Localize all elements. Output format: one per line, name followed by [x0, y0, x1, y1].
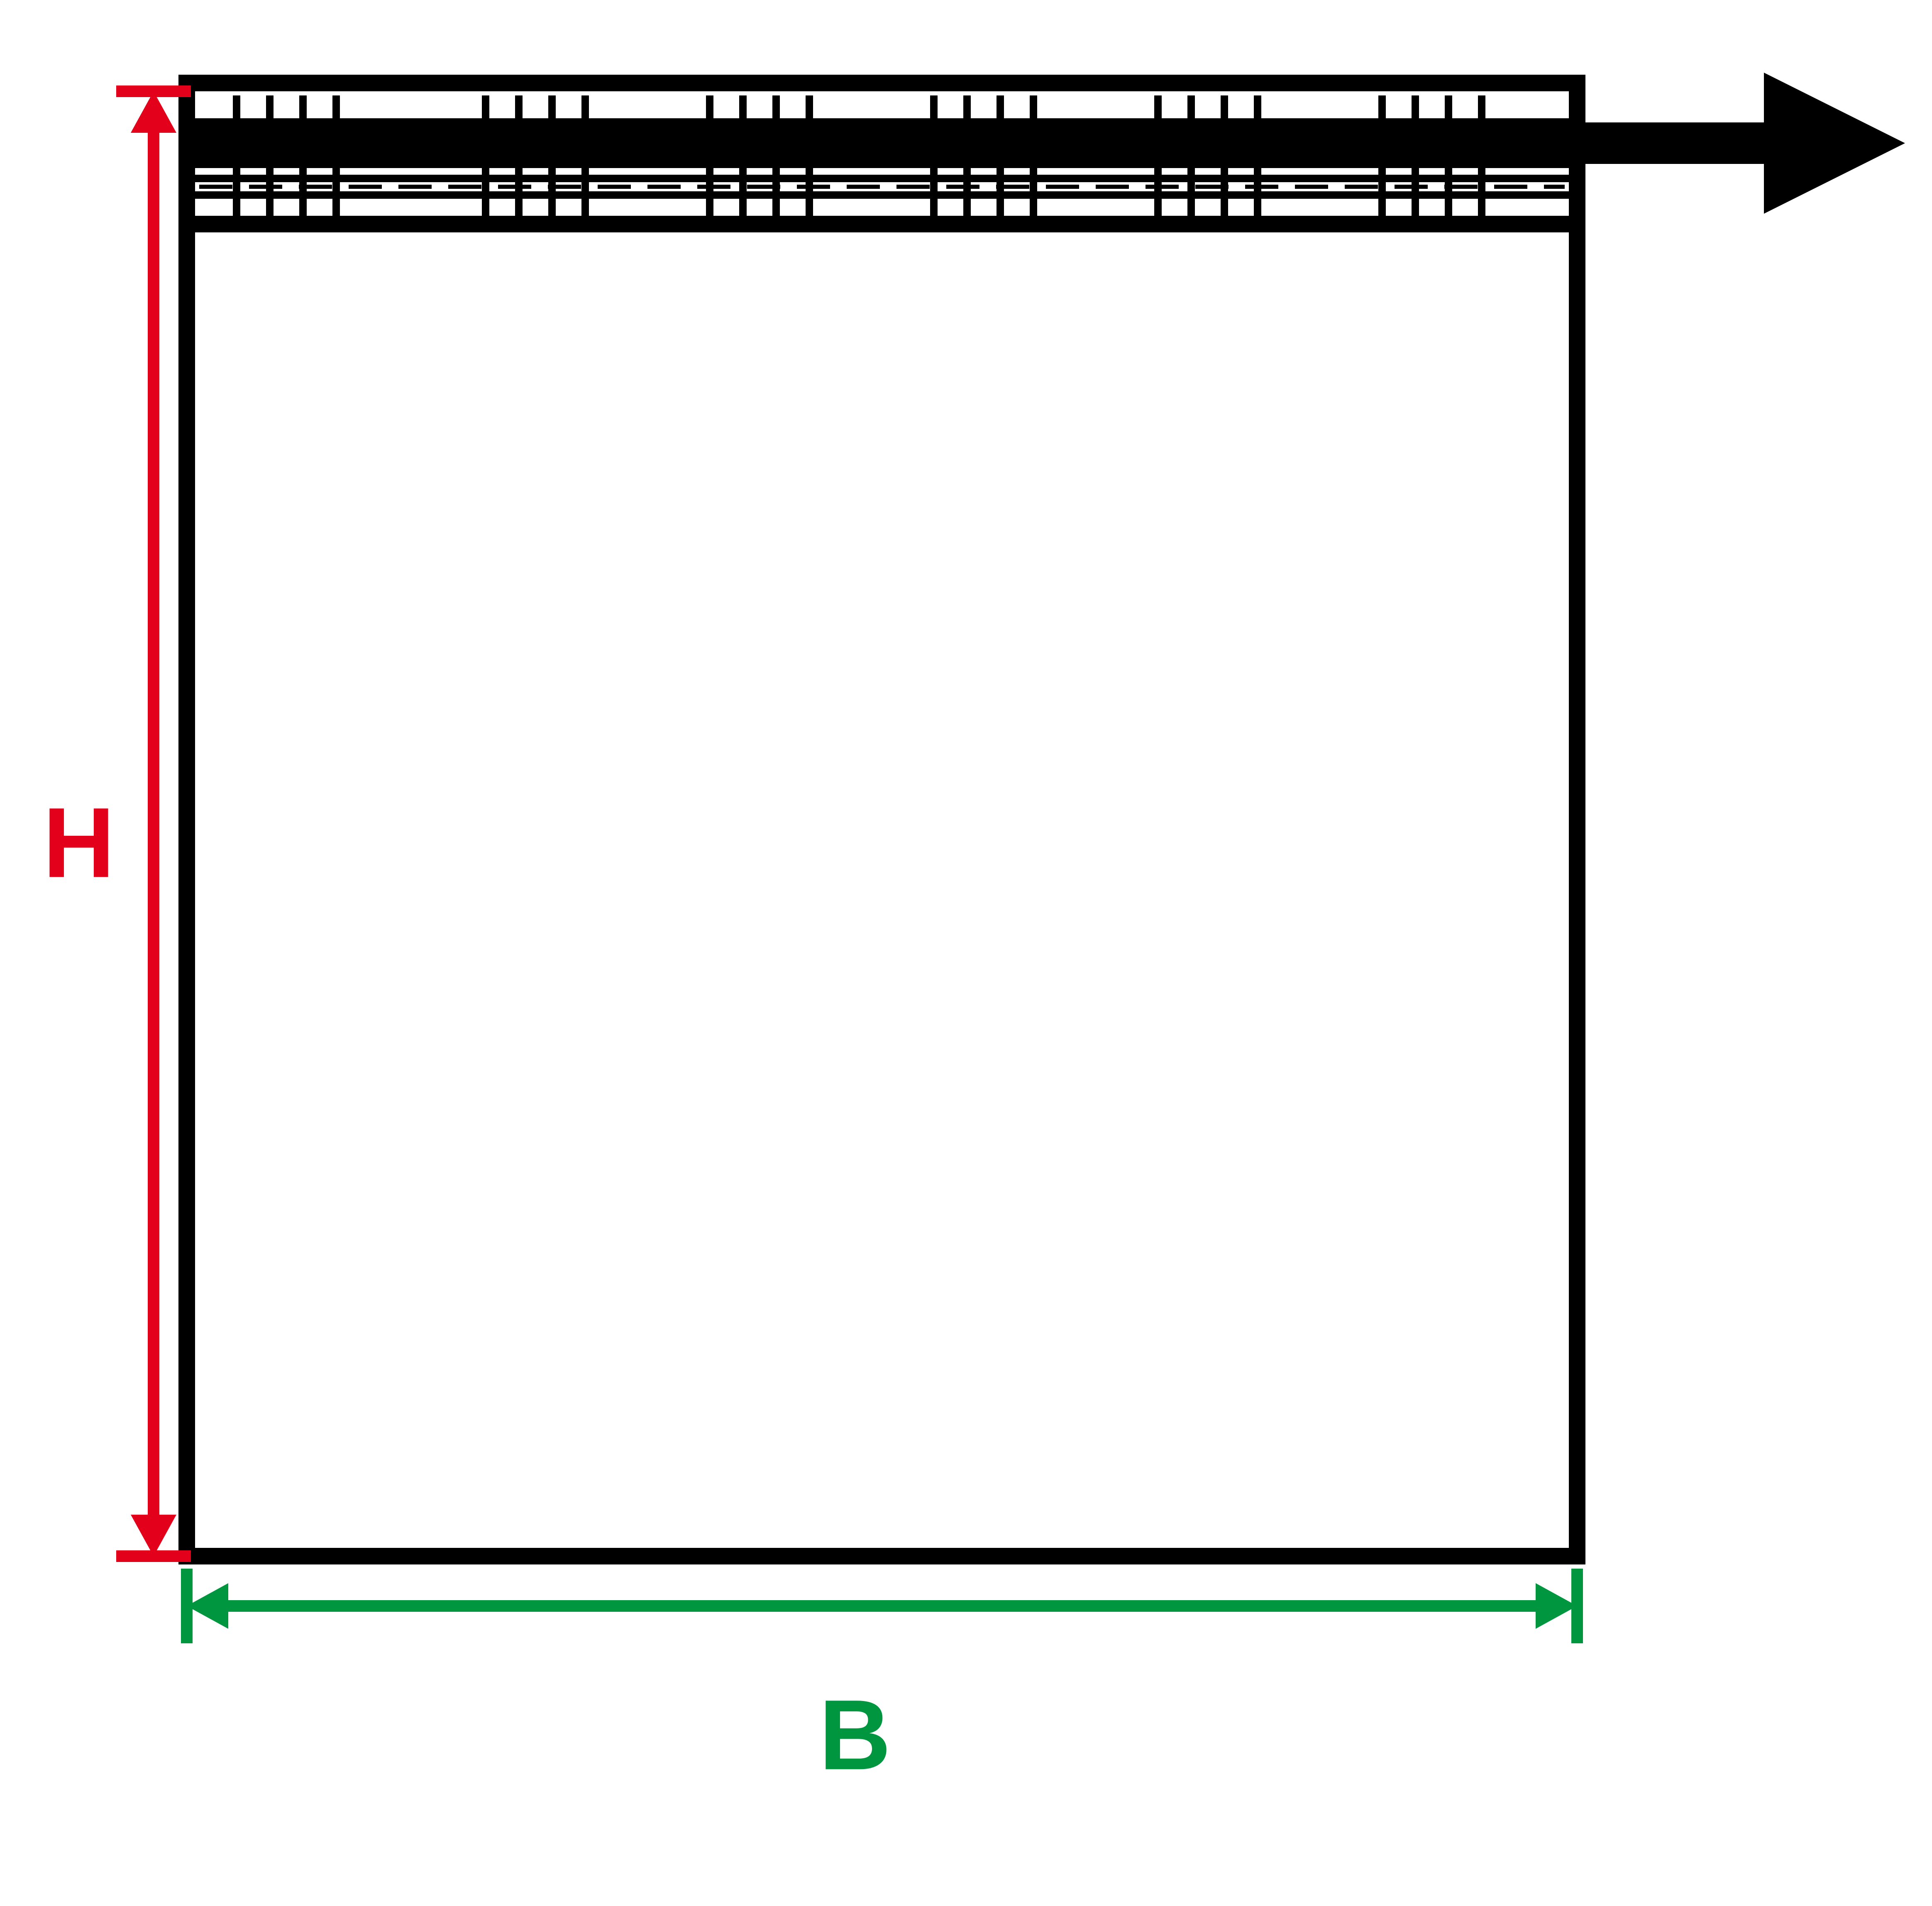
rod-arrow-shaft	[195, 122, 1785, 164]
curtain-outline	[187, 83, 1577, 1556]
dim-b-label: B	[819, 1679, 891, 1790]
dim-h-label: H	[43, 787, 115, 898]
curtain-diagram: HB	[0, 0, 1932, 1906]
